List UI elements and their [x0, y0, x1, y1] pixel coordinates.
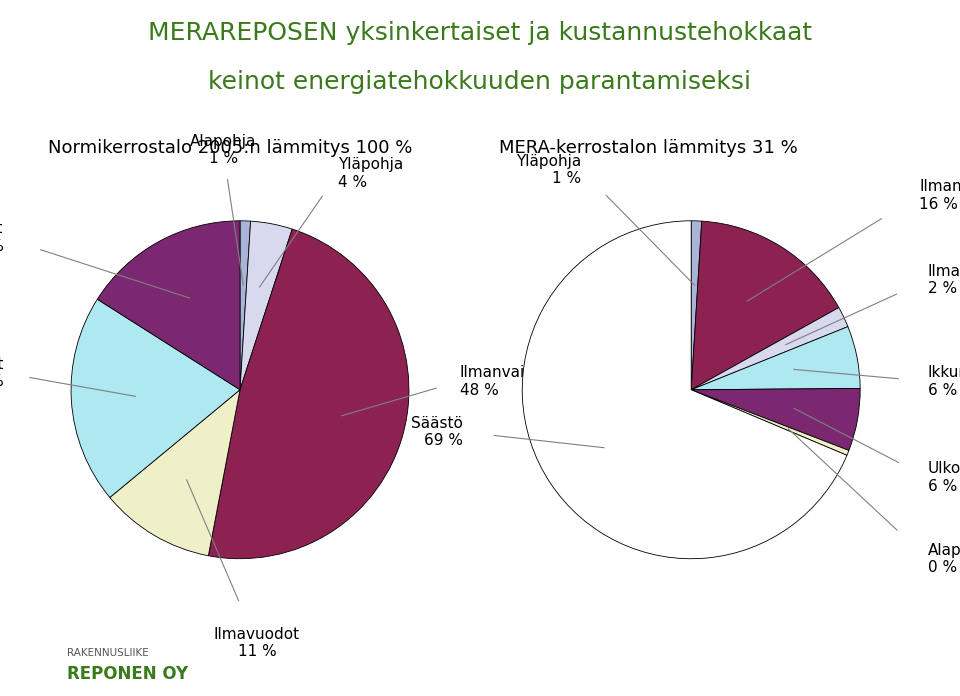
Wedge shape — [97, 221, 240, 390]
Text: Ilmavuodot
2 %: Ilmavuodot 2 % — [927, 264, 960, 296]
Text: Ikkunat
20 %: Ikkunat 20 % — [0, 356, 4, 389]
Text: Ikkunat
6 %: Ikkunat 6 % — [927, 365, 960, 397]
Text: Ulkoseiät
6 %: Ulkoseiät 6 % — [927, 461, 960, 494]
Wedge shape — [691, 388, 860, 450]
Text: Alapohja
0 %: Alapohja 0 % — [927, 542, 960, 575]
Text: keinot energiatehokkuuden parantamiseksi: keinot energiatehokkuuden parantamiseksi — [208, 70, 752, 93]
Text: Yläpohja
1 %: Yläpohja 1 % — [516, 154, 582, 187]
Wedge shape — [691, 221, 702, 390]
Text: Normikerrostalo 2005:n lämmitys 100 %: Normikerrostalo 2005:n lämmitys 100 % — [48, 139, 413, 157]
Text: Yläpohja
4 %: Yläpohja 4 % — [338, 157, 403, 190]
Text: MERA-kerrostalon lämmitys 31 %: MERA-kerrostalon lämmitys 31 % — [499, 139, 798, 157]
Wedge shape — [691, 390, 849, 455]
Wedge shape — [691, 221, 839, 390]
Text: RAKENNUSLIIKE: RAKENNUSLIIKE — [67, 648, 149, 658]
Text: MERAREPOSEN yksinkertaiset ja kustannustehokkaat: MERAREPOSEN yksinkertaiset ja kustannust… — [148, 21, 812, 45]
Wedge shape — [240, 221, 251, 390]
Wedge shape — [109, 390, 240, 555]
Wedge shape — [208, 229, 409, 559]
Text: Säästö
69 %: Säästö 69 % — [411, 416, 463, 448]
Wedge shape — [71, 299, 240, 498]
Wedge shape — [522, 221, 847, 559]
Text: Ilmanvaihto
16 %: Ilmanvaihto 16 % — [920, 180, 960, 212]
Text: Ulkoseiät
16 %: Ulkoseiät 16 % — [0, 221, 4, 254]
Text: Ilmanvaihto
48 %: Ilmanvaihto 48 % — [460, 365, 550, 397]
Text: Alapohja
1 %: Alapohja 1 % — [190, 134, 256, 166]
Wedge shape — [691, 326, 860, 390]
Wedge shape — [240, 221, 292, 390]
Wedge shape — [691, 308, 848, 390]
Text: Ilmavuodot
11 %: Ilmavuodot 11 % — [214, 627, 300, 659]
Text: REPONEN OY: REPONEN OY — [67, 665, 188, 683]
